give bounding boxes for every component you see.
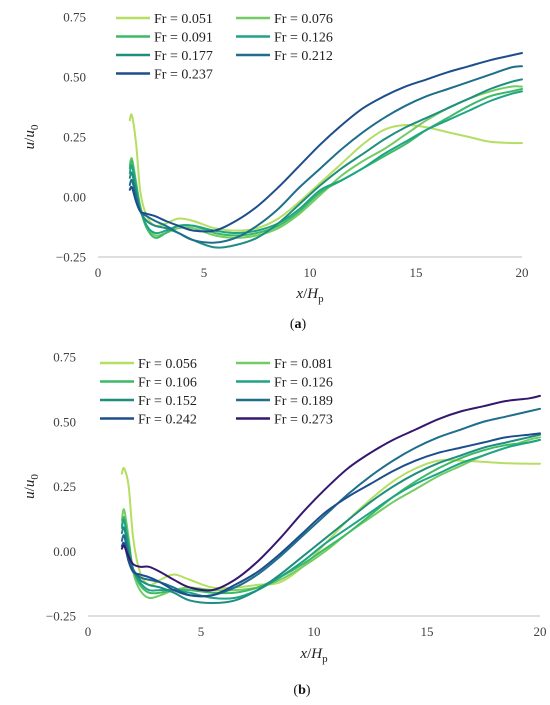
series-line-5	[128, 78, 523, 249]
series-line-1	[120, 458, 541, 590]
series-line-7	[128, 52, 523, 233]
y-axis-label: u/u0	[22, 474, 41, 499]
series-line-6	[128, 65, 523, 244]
y-tick-label: 0.50	[53, 414, 76, 429]
y-tick-label: 0.50	[63, 70, 86, 85]
series-line-4	[120, 438, 541, 600]
series-line-3	[120, 438, 541, 595]
x-tick-label: 0	[85, 624, 92, 639]
legend-entry: Fr = 0.076	[274, 12, 333, 27]
y-tick-label: 0.00	[63, 190, 86, 205]
legend-entry: Fr = 0.051	[154, 12, 213, 27]
legend-entry: Fr = 0.237	[154, 68, 213, 83]
panel-caption: (b)	[293, 683, 310, 698]
legend-entry: Fr = 0.081	[274, 357, 333, 372]
legend-entry: Fr = 0.056	[138, 357, 197, 372]
panel-caption: (a)	[290, 317, 307, 332]
series-line-7	[120, 432, 541, 598]
y-tick-label: 0.75	[63, 10, 86, 25]
x-tick-label: 20	[534, 624, 547, 639]
series-line-2	[120, 436, 541, 600]
legend: Fr = 0.051 Fr = 0.076 Fr = 0.091 Fr = 0.126…	[116, 12, 333, 83]
chart-panel-b: 0 5 10 15 20 −0.25 0.00 0.25 0.50 0.75 x/Hp u/u0 Fr …	[22, 350, 547, 699]
x-tick-label: 5	[198, 624, 205, 639]
legend-entry: Fr = 0.242	[138, 413, 197, 428]
x-tick-label: 15	[410, 265, 423, 280]
series-line-6	[120, 407, 541, 598]
x-axis-label: x/Hp	[299, 646, 328, 665]
x-tick-label: 10	[308, 624, 321, 639]
legend-entry: Fr = 0.091	[154, 31, 213, 46]
legend-entry: Fr = 0.106	[138, 376, 197, 391]
y-tick-label: 0.25	[53, 479, 76, 494]
x-tick-label: 10	[304, 265, 317, 280]
legend-entry: Fr = 0.189	[274, 394, 333, 409]
x-tick-label: 20	[516, 265, 529, 280]
y-tick-label: 0.00	[53, 544, 76, 559]
series-line-8	[120, 394, 541, 592]
series-line-5	[120, 433, 541, 605]
legend-entry: Fr = 0.152	[138, 394, 197, 409]
legend: Fr = 0.056 Fr = 0.081 Fr = 0.106 Fr = 0.126…	[100, 357, 333, 428]
x-tick-label: 15	[421, 624, 434, 639]
y-tick-label: 0.75	[53, 350, 76, 365]
chart-panel-a: 0 5 10 15 20 −0.25 0.00 0.25 0.50 0.75 x/Hp u/u0 Fr …	[22, 10, 529, 333]
legend-entry: Fr = 0.177	[154, 49, 213, 64]
y-tick-label: −0.25	[46, 609, 76, 624]
y-tick-label: −0.25	[56, 250, 86, 265]
legend-entry: Fr = 0.126	[274, 376, 333, 391]
x-tick-label: 0	[95, 265, 102, 280]
x-axis-label: x/Hp	[295, 286, 324, 305]
legend-entry: Fr = 0.126	[274, 31, 333, 46]
legend-entry: Fr = 0.273	[274, 413, 333, 428]
series-line-1	[128, 113, 523, 232]
y-tick-label: 0.25	[63, 130, 86, 145]
y-axis-label: u/u0	[22, 124, 41, 149]
x-tick-label: 5	[201, 265, 208, 280]
legend-entry: Fr = 0.212	[274, 49, 333, 64]
series-line-3	[128, 88, 523, 239]
